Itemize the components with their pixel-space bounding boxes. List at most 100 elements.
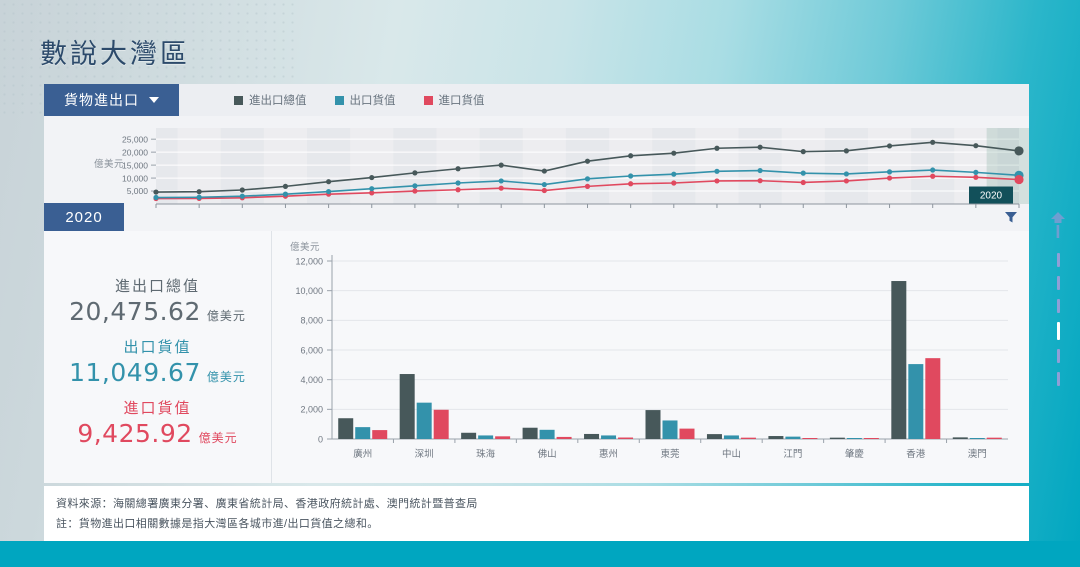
bar-rect[interactable] [952, 437, 968, 439]
timeline-chart-area[interactable]: 億美元 5,000 10,000 15,000 20,000 25,000 2020 [44, 116, 1029, 231]
timeline-data-point[interactable] [282, 183, 289, 189]
bar-rect[interactable] [723, 435, 739, 439]
timeline-data-point[interactable] [757, 167, 763, 174]
bar-rect[interactable] [461, 432, 477, 439]
bar-rect[interactable] [355, 427, 371, 439]
timeline-data-point[interactable] [973, 169, 979, 175]
timeline-data-point[interactable] [973, 143, 979, 149]
home-up-icon[interactable] [1047, 210, 1069, 245]
bar-rect[interactable] [338, 418, 354, 439]
rail-dot[interactable] [1056, 299, 1060, 313]
bar-rect[interactable] [969, 438, 985, 439]
timeline-data-point[interactable] [628, 153, 634, 159]
timeline-data-point[interactable] [412, 188, 418, 194]
timeline-data-point[interactable] [455, 187, 461, 193]
timeline-data-point[interactable] [153, 189, 159, 195]
timeline-data-point[interactable] [886, 175, 893, 181]
bar-rect[interactable] [662, 420, 678, 439]
timeline-data-point[interactable] [369, 174, 375, 181]
timeline-data-point[interactable] [930, 139, 936, 145]
bar-rect[interactable] [618, 437, 634, 439]
timeline-data-point[interactable] [498, 178, 504, 184]
timeline-data-point[interactable] [282, 191, 289, 197]
timeline-data-point[interactable] [886, 169, 893, 175]
timeline-data-point[interactable] [584, 183, 591, 189]
timeline-data-point[interactable] [628, 181, 634, 187]
timeline-data-point[interactable] [584, 158, 591, 164]
bar-rect[interactable] [556, 436, 572, 439]
timeline-data-point[interactable] [757, 178, 763, 184]
legend-item-import[interactable]: 進口貨值 [423, 92, 485, 108]
timeline-data-point[interactable] [671, 171, 677, 177]
timeline-data-point[interactable] [412, 170, 418, 176]
bar-rect[interactable] [863, 438, 879, 439]
timeline-data-point[interactable] [800, 179, 806, 186]
rail-dot[interactable] [1056, 372, 1060, 386]
bar-rect[interactable] [925, 358, 941, 439]
timeline-data-point[interactable] [326, 188, 332, 195]
timeline-data-point[interactable] [843, 171, 850, 177]
filter-icon[interactable] [1002, 208, 1020, 226]
bar-rect[interactable] [829, 437, 845, 439]
timeline-data-point[interactable] [541, 168, 547, 174]
bar-rect[interactable] [478, 435, 494, 439]
bar-rect[interactable] [679, 428, 695, 439]
timeline-data-point[interactable] [714, 178, 720, 184]
bar-rect[interactable] [706, 434, 722, 439]
timeline-data-point[interactable] [714, 145, 720, 151]
timeline-data-point[interactable] [498, 185, 504, 191]
bar-rect[interactable] [433, 409, 449, 439]
bar-rect[interactable] [891, 281, 907, 439]
timeline-line-chart[interactable]: 5,000 10,000 15,000 20,000 25,000 2020 [44, 116, 1029, 231]
bar-rect[interactable] [740, 437, 756, 439]
bar-rect[interactable] [785, 436, 801, 439]
selected-year-badge[interactable]: 2020 [44, 203, 124, 231]
bar-rect[interactable] [522, 427, 538, 439]
timeline-data-point[interactable] [196, 189, 202, 195]
timeline-data-point[interactable] [541, 187, 547, 194]
timeline-data-point[interactable] [973, 174, 979, 180]
bar-rect[interactable] [768, 436, 784, 439]
timeline-data-point[interactable] [455, 180, 461, 186]
timeline-data-point[interactable] [757, 144, 763, 150]
bar-rect[interactable] [645, 410, 661, 439]
timeline-data-point[interactable] [369, 186, 375, 192]
timeline-data-point[interactable] [671, 150, 677, 156]
bar-rect[interactable] [495, 436, 511, 439]
bar-rect[interactable] [584, 433, 600, 439]
timeline-data-point[interactable] [843, 178, 850, 184]
timeline-selected-point[interactable] [1014, 146, 1024, 156]
rail-dot-list[interactable] [1056, 253, 1060, 386]
timeline-data-point[interactable] [714, 168, 720, 174]
rail-dot[interactable] [1056, 322, 1060, 340]
timeline-data-point[interactable] [930, 167, 936, 173]
timeline-data-point[interactable] [326, 179, 332, 185]
timeline-data-point[interactable] [239, 193, 245, 199]
legend-item-total[interactable]: 進出口總值 [234, 92, 307, 108]
timeline-data-point[interactable] [498, 162, 504, 168]
rail-dot[interactable] [1056, 253, 1060, 267]
timeline-data-point[interactable] [412, 183, 418, 189]
bar-rect[interactable] [601, 435, 617, 439]
bar-rect[interactable] [416, 402, 432, 439]
timeline-data-point[interactable] [153, 194, 159, 201]
bar-rect[interactable] [802, 438, 818, 439]
timeline-data-point[interactable] [843, 148, 850, 154]
bar-rect[interactable] [372, 430, 388, 439]
bar-rect[interactable] [846, 438, 862, 439]
timeline-data-point[interactable] [584, 176, 591, 182]
legend-item-export[interactable]: 出口貨值 [334, 92, 396, 108]
timeline-data-point[interactable] [196, 194, 202, 200]
bar-rect[interactable] [986, 437, 1002, 439]
timeline-data-point[interactable] [930, 173, 936, 179]
timeline-selected-point[interactable] [1014, 174, 1024, 185]
timeline-data-point[interactable] [800, 149, 806, 155]
timeline-data-point[interactable] [671, 180, 677, 186]
timeline-data-point[interactable] [239, 187, 245, 193]
metric-selector[interactable]: 貨物進出口 [44, 84, 179, 116]
timeline-data-point[interactable] [369, 190, 375, 196]
rail-dot[interactable] [1056, 276, 1060, 290]
bar-rect[interactable] [908, 364, 924, 439]
bar-rect[interactable] [399, 374, 415, 439]
bar-rect[interactable] [539, 429, 555, 439]
